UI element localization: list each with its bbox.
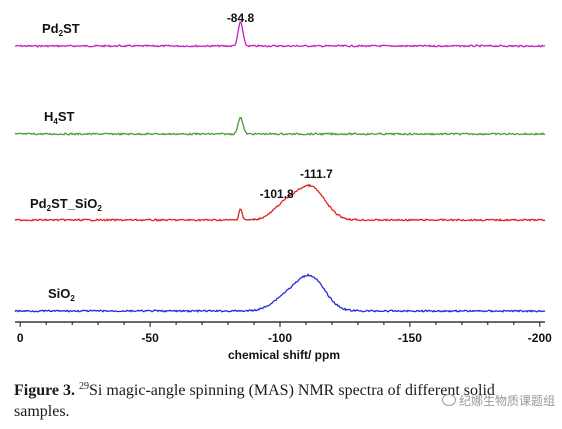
series-label-subscript: 2 bbox=[97, 204, 102, 213]
peak-label: -111.7 bbox=[300, 167, 333, 181]
x-axis-label: chemical shift/ ppm bbox=[228, 348, 340, 362]
watermark-text: 纪娜生物质课题组 bbox=[459, 394, 556, 408]
series-label-pd2st: Pd2ST bbox=[42, 21, 80, 38]
series-line-pd2st bbox=[14, 21, 546, 48]
series-label-part: ST bbox=[58, 109, 75, 124]
series-label-sio2: SiO2 bbox=[48, 286, 75, 303]
series-label-part: Pd bbox=[42, 21, 59, 36]
watermark: 纪娜生物质课题组 bbox=[442, 392, 555, 409]
x-tick-label: -100 bbox=[268, 331, 292, 345]
spectra-series-group bbox=[14, 21, 546, 313]
series-line-sio2 bbox=[14, 273, 546, 313]
figure-number: Figure 3. bbox=[14, 382, 76, 399]
wechat-icon bbox=[442, 394, 456, 406]
peak-label: -101.8 bbox=[260, 187, 294, 201]
series-label-part: ST bbox=[63, 21, 80, 36]
caption-text: Si magic-angle spinning (MAS) NMR spectr… bbox=[14, 382, 495, 420]
x-axis: 0 -50 -100 -150 -200 bbox=[15, 321, 552, 345]
series-label-subscript: 2 bbox=[70, 294, 75, 303]
peak-label: -84.8 bbox=[227, 11, 255, 25]
series-label-part: H bbox=[44, 109, 53, 124]
x-tick-label: 0 bbox=[17, 331, 24, 345]
series-label-part: ST_SiO bbox=[51, 196, 97, 211]
series-label-part: SiO bbox=[48, 286, 70, 301]
series-label-subscript: 4 bbox=[53, 117, 58, 126]
figure-caption: Figure 3. 29Si magic-angle spinning (MAS… bbox=[14, 380, 554, 422]
x-tick-label: -200 bbox=[528, 331, 552, 345]
x-tick-label: -50 bbox=[141, 331, 159, 345]
peak-labels-group: -84.8 -101.8 -111.7 bbox=[227, 11, 333, 201]
series-line-pd2st-sio2 bbox=[14, 183, 546, 222]
series-label-h4st: H4ST bbox=[44, 109, 75, 126]
isotope-superscript: 29 bbox=[79, 381, 90, 392]
series-label-subscript: 2 bbox=[47, 204, 52, 213]
series-label-subscript: 2 bbox=[59, 29, 64, 38]
x-tick-label: -150 bbox=[398, 331, 422, 345]
series-label-pd2st-sio2: Pd2ST_SiO2 bbox=[30, 196, 102, 213]
series-label-part: Pd bbox=[30, 196, 47, 211]
series-line-h4st bbox=[14, 117, 546, 136]
